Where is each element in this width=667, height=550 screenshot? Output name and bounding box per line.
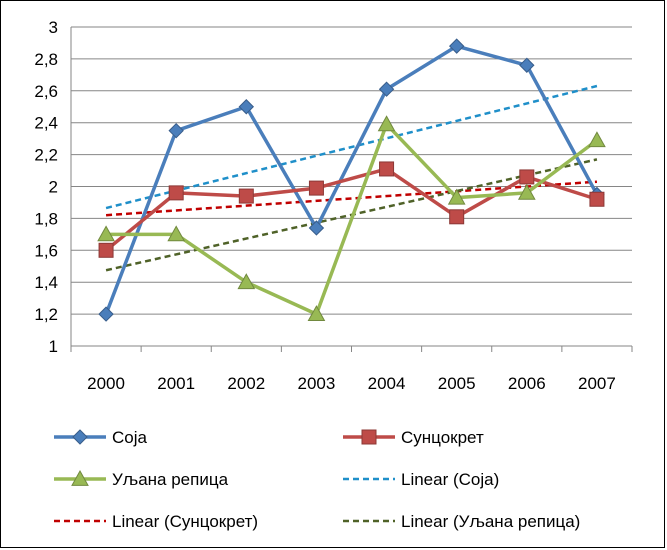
data-point <box>98 242 114 258</box>
x-tick-label: 2006 <box>508 374 546 393</box>
data-point <box>519 57 535 73</box>
y-tick-label: 2,6 <box>34 82 58 101</box>
data-point <box>308 180 324 196</box>
data-point <box>517 183 536 200</box>
data-point <box>377 115 396 132</box>
data-point <box>447 188 466 205</box>
y-tick-label: 1,6 <box>34 241 58 260</box>
data-point <box>361 429 377 445</box>
series-line <box>104 44 599 315</box>
data-point <box>168 185 184 201</box>
legend-entry: Linear (Уљана репица) <box>343 512 580 531</box>
data-point <box>379 161 395 177</box>
data-point <box>97 225 115 242</box>
y-tick-label: 2 <box>49 178 58 197</box>
x-axis-tick-labels: 2000 2001 2002 2003 2004 2005 2006 2007 <box>87 374 616 393</box>
legend-entry: Соја <box>54 428 148 447</box>
x-tick-label: 2002 <box>227 374 265 393</box>
y-axis-tick-labels: 1 1,2 1,4 1,6 1,8 2 2,2 2,4 2,6 2,8 3 <box>34 18 58 356</box>
legend-entry: Linear (Сунцокрет) <box>54 512 258 531</box>
trendline <box>105 84 598 210</box>
y-tick-label: 1 <box>49 337 58 356</box>
legend-label: Linear (Соја) <box>401 470 499 489</box>
data-point <box>308 220 325 236</box>
data-point <box>588 131 606 148</box>
legend-label: Linear (Сунцокрет) <box>112 512 258 531</box>
x-tick-label: 2003 <box>298 374 336 393</box>
data-point <box>307 305 326 321</box>
series-line <box>106 122 598 316</box>
legend-entry: Linear (Соја) <box>343 470 499 489</box>
data-point <box>519 169 535 185</box>
data-point <box>237 273 256 290</box>
legend-label: Соја <box>112 428 148 447</box>
y-tick-label: 1,8 <box>34 209 58 228</box>
y-tick-label: 1,4 <box>34 273 58 292</box>
y-tick-label: 2,2 <box>34 146 58 165</box>
data-point <box>378 81 395 97</box>
data-point <box>238 99 255 115</box>
x-tick-label: 2000 <box>87 374 125 393</box>
x-tick-label: 2007 <box>578 374 616 393</box>
data-point <box>168 122 184 139</box>
x-tick-label: 2005 <box>438 374 476 393</box>
data-point <box>238 188 254 204</box>
data-point <box>98 306 114 322</box>
data-point <box>72 429 88 445</box>
x-tick-label: 2001 <box>157 374 195 393</box>
y-tick-label: 3 <box>49 18 58 37</box>
data-point <box>71 469 89 486</box>
data-series <box>97 38 606 322</box>
legend-entry: Сунцокрет <box>343 428 484 447</box>
data-point <box>448 38 465 54</box>
legend-label: Сунцокрет <box>401 428 484 447</box>
data-point <box>449 209 465 225</box>
legend-label: Уљана репица <box>112 470 229 489</box>
y-tick-label: 2,4 <box>34 114 58 133</box>
data-point <box>167 225 186 242</box>
data-point <box>589 191 605 207</box>
legend-entry: Уљана репица <box>54 469 229 489</box>
x-tick-label: 2004 <box>368 374 406 393</box>
legend-label: Linear (Уљана репица) <box>401 512 580 531</box>
y-tick-label: 1,2 <box>34 305 58 324</box>
legend: Соја Сунцокрет Уљана репица Linear (Соја) Li… <box>54 428 580 531</box>
y-tick-label: 2,8 <box>34 50 58 69</box>
series-line <box>104 167 598 252</box>
trendline <box>105 180 598 217</box>
